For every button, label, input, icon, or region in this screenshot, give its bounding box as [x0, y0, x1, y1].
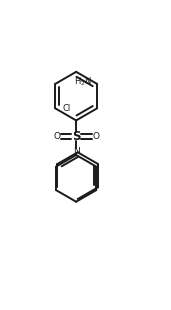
Text: H$_2$N: H$_2$N	[74, 76, 92, 88]
Text: Cl: Cl	[63, 104, 71, 113]
Text: O: O	[92, 132, 99, 141]
Text: S: S	[72, 130, 80, 143]
Text: N: N	[73, 147, 80, 156]
Text: O: O	[53, 132, 60, 141]
